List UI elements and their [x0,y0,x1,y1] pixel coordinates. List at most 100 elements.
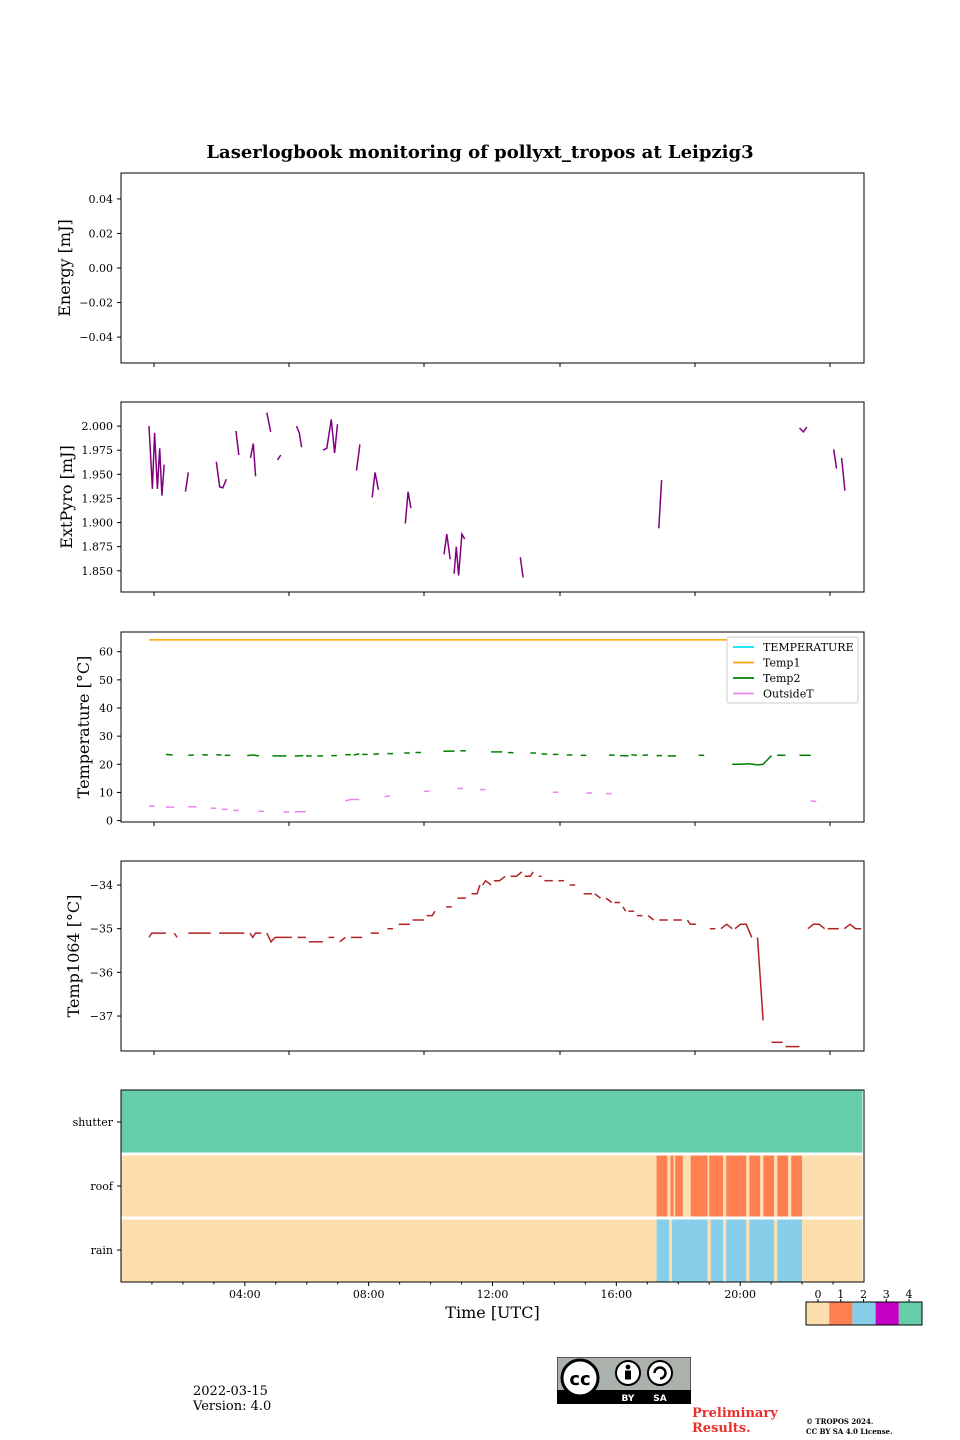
extpyro-series-extpyro-segment [215,461,228,489]
extpyro-plot-area [148,412,846,578]
preliminary-notice: Preliminary Results. [692,1406,778,1436]
temp1064-series-temp1064-segment [720,923,733,930]
status-cell-shutter [121,1090,863,1154]
colorbar-swatch [898,1302,922,1325]
temperature-series-temp2-segment [165,753,173,756]
temp1064-series-temp1064-segment [622,906,627,912]
colorbar-tick-label: 4 [906,1288,913,1301]
extpyro-series-extpyro-segment [371,472,380,498]
status-cell-rain [802,1218,863,1282]
extpyro-series-extpyro-segment [404,491,412,524]
status-cell-roof [763,1154,775,1218]
preliminary-line-2: Results. [692,1421,751,1436]
preliminary-line-1: Preliminary [692,1406,778,1421]
temp1064-ytick-label: −37 [90,1010,113,1023]
status-cell-roof [760,1154,764,1218]
status-cell-rain [746,1218,750,1282]
temp1064-series-temp1064-segment [843,923,862,930]
footer-info: 2022-03-15 Version: 4.0 [193,1384,271,1414]
temp1064-series-temp1064-segment [266,932,292,944]
temperature-ylabel: Temperature [°C] [74,656,93,799]
status-row-separator [121,1152,864,1156]
temp1064-series-temp1064-segment [807,923,826,930]
cc-by-label: BY [622,1394,635,1404]
status-cell-roof [788,1154,792,1218]
temperature-ytick-label: 30 [99,730,113,743]
colorbar-swatch [875,1302,899,1325]
temp1064-ytick-label: −34 [90,879,113,892]
energy-axes-frame [120,172,865,364]
status-cell-roof [707,1154,710,1218]
extpyro-ytick-label: 2.000 [82,420,114,433]
status-cell-roof [777,1154,789,1218]
extpyro-series-extpyro-segment [832,449,838,469]
legend-frame [726,636,859,704]
copyright-line-2: CC BY SA 4.0 License. [806,1427,893,1436]
extpyro-series-extpyro-segment [658,480,663,529]
colorbar-swatch [829,1302,853,1325]
temp1064-series-temp1064-segment [426,910,436,917]
status-cell-roof [726,1154,747,1218]
extpyro-ytick-label: 1.850 [82,565,114,578]
status-cell-rain [656,1218,669,1282]
status-cell-roof [656,1154,668,1218]
cc-sa-label: SA [653,1394,666,1404]
temp1064-ytick-label: −35 [90,923,113,936]
temperature-series-temp2-segment [732,755,773,766]
colorbar-tick-label: 3 [883,1288,890,1301]
extpyro-axes-frame [120,401,865,593]
extpyro-ytick-label: 1.975 [82,444,114,457]
temperature-ytick-label: 40 [99,702,113,715]
status-cell-rain [672,1218,708,1282]
extpyro-series-extpyro-segment [443,533,451,560]
status-cell-roof [670,1154,674,1218]
status-cell-roof [709,1154,724,1218]
colorbar-swatch [852,1302,876,1325]
status-xlabel: Time [UTC] [445,1303,539,1322]
status-xtick-label: 12:00 [477,1288,509,1301]
cc-mark: cc [569,1369,590,1390]
status-row-separator [121,1216,864,1220]
temperature-ytick-label: 60 [99,646,113,659]
temp1064-series-temp1064-segment [249,932,262,939]
temp1064-series-temp1064-segment [647,915,655,921]
status-xtick-label: 16:00 [600,1288,632,1301]
panel-extpyro: 2.000 1.975 1.950 1.925 1.900 1.875 1.850 ExtPy… [57,401,865,596]
temp1064-series-temp1064-segment [605,897,613,904]
status-xtick-label: 04:00 [229,1288,261,1301]
status-cell-roof [673,1154,676,1218]
status-xtick-label: 08:00 [353,1288,385,1301]
status-row-label-shutter: shutter [73,1116,114,1129]
colorbar-tick-label: 2 [860,1288,867,1301]
extpyro-series-extpyro-segment [148,426,165,496]
temperature-series-outsidet-segment [345,798,360,802]
extpyro-series-extpyro-segment [453,531,466,576]
temperature-ytick-label: 50 [99,674,113,687]
colorbar-swatch [806,1302,830,1325]
temp1064-series-temp1064-segment [173,932,178,938]
temp1064-axes-frame [120,860,865,1052]
panels: 0.04 0.02 0.00 −0.02 −0.04 Energy [mJ] 2.000 1.… [55,172,923,1326]
temp1064-series-temp1064-segment [524,871,534,878]
temp1064-series-temp1064-segment [686,919,696,926]
status-cell-rain [668,1218,673,1282]
extpyro-series-extpyro-segment [355,444,361,471]
status-xtick-label: 20:00 [724,1288,756,1301]
panel-temp1064: −34 −35 −36 −37 Temp1064 [°C] [64,860,865,1055]
energy-ytick-label: −0.02 [79,297,113,310]
temp1064-series-temp1064-segment [756,937,764,1021]
extpyro-ylabel: ExtPyro [mJ] [57,445,76,548]
extpyro-series-extpyro-segment [798,426,808,434]
share-alike-icon [647,1360,673,1386]
temperature-ytick-label: 0 [106,815,113,828]
temp1064-series-temp1064-segment [471,884,481,895]
temp1064-series-temp1064-segment [594,893,601,899]
status-cell-roof [723,1154,727,1218]
temp1064-series-temp1064-segment [493,875,506,882]
status-cell-roof [675,1154,683,1218]
extpyro-series-extpyro-segment [322,419,339,454]
footer-date: 2022-03-15 [193,1384,268,1399]
status-cell-rain [777,1218,803,1282]
colorbar-tick-label: 0 [815,1288,822,1301]
